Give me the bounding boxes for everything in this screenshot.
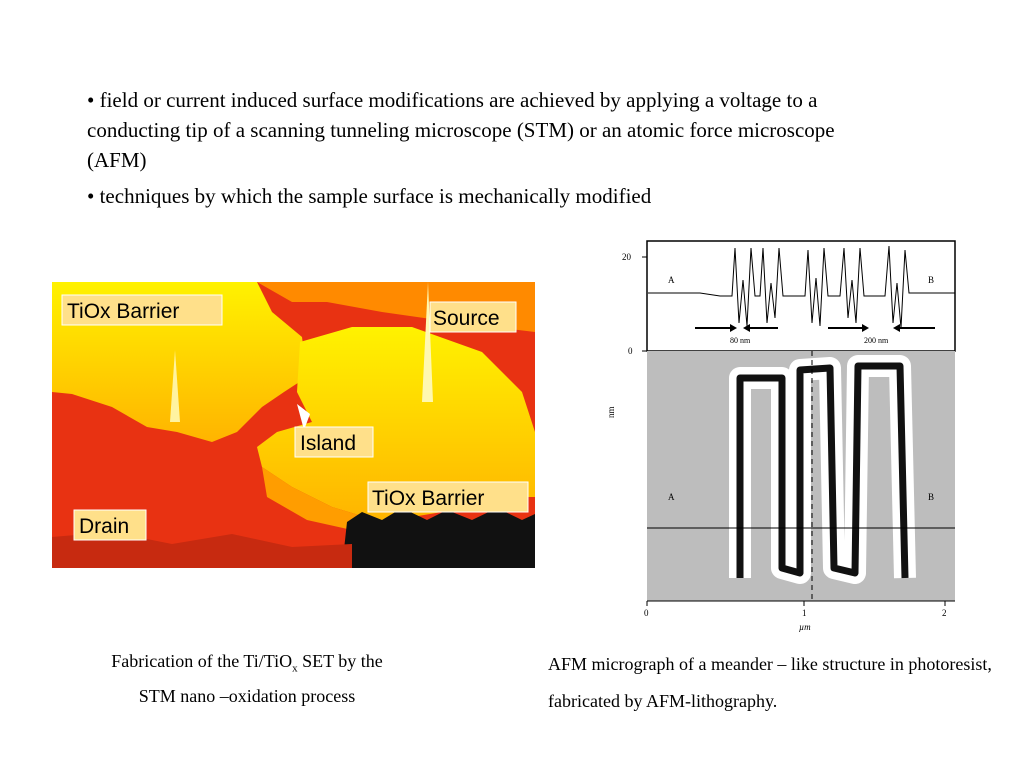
label-tiox-barrier-top: TiOx Barrier: [67, 300, 179, 323]
label-tiox-barrier-bottom: TiOx Barrier: [372, 487, 484, 510]
profile-label-a: A: [668, 275, 675, 285]
x-axis-label-um: µm: [799, 622, 811, 632]
label-island: Island: [300, 432, 356, 455]
bullet-item: • field or current induced surface modif…: [87, 88, 835, 172]
afm-micrograph: 20 0 A B 80 nm 200 nm nm A B 0 1 2 µm: [606, 240, 956, 632]
image-label-a: A: [668, 492, 675, 502]
stm-image: TiOx Barrier Source Island TiOx Barrier …: [52, 282, 535, 568]
image-label-b: B: [928, 492, 934, 502]
label-source: Source: [433, 307, 500, 330]
x-tick-2: 2: [942, 608, 947, 618]
caption-stm-sub: x: [292, 662, 298, 675]
y-axis-label-nm: nm: [606, 406, 616, 418]
x-tick-1: 1: [802, 608, 807, 618]
label-200nm: 200 nm: [864, 336, 889, 345]
caption-stm: Fabrication of the Ti/TiOx SET by the ST…: [92, 648, 402, 710]
label-80nm: 80 nm: [730, 336, 751, 345]
x-tick-0: 0: [644, 608, 649, 618]
caption-stm-post: SET by the STM nano –oxidation process: [138, 651, 383, 706]
caption-stm-pre: Fabrication of the Ti/TiO: [111, 651, 293, 671]
caption-afm: AFM micrograph of a meander – like struc…: [548, 654, 992, 711]
bullet-list: • field or current induced surface modif…: [87, 85, 887, 217]
profile-y-tick-20: 20: [622, 252, 632, 262]
bullet-item: • techniques by which the sample surface…: [87, 184, 652, 208]
profile-label-b: B: [928, 275, 934, 285]
label-drain: Drain: [79, 515, 129, 538]
profile-y-tick-0: 0: [628, 346, 633, 356]
